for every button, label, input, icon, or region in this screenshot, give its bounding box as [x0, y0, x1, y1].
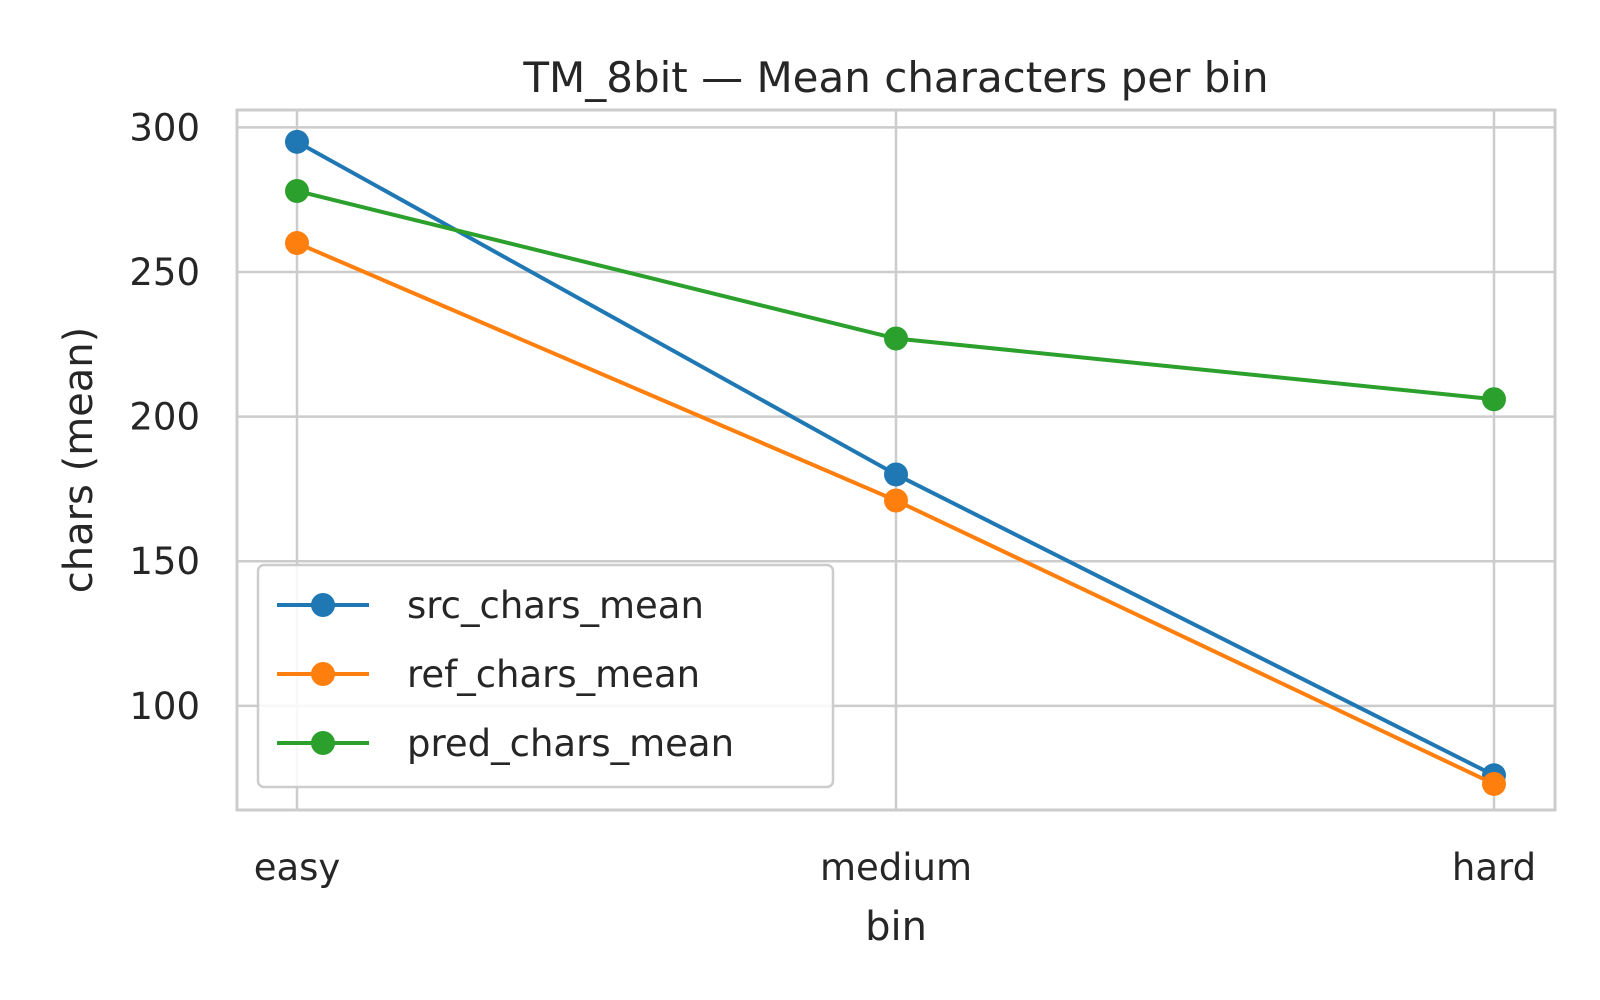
legend-marker	[311, 731, 335, 755]
legend-item-ref_chars_mean: ref_chars_mean	[277, 653, 700, 696]
series-lines	[285, 129, 1506, 796]
y-axis-label: chars (mean)	[56, 327, 102, 594]
chart-title: TM_8bit — Mean characters per bin	[522, 53, 1268, 102]
y-tick-label: 200	[129, 396, 200, 439]
legend-label: src_chars_mean	[407, 584, 704, 627]
y-tick-label: 100	[129, 685, 200, 728]
legend-marker	[311, 662, 335, 686]
x-tick-label: medium	[820, 846, 972, 889]
data-point	[1482, 771, 1506, 796]
series-pred_chars_mean	[285, 178, 1506, 412]
data-point	[285, 178, 309, 203]
legend-label: pred_chars_mean	[407, 722, 734, 765]
data-point	[884, 488, 908, 513]
data-point	[285, 129, 309, 154]
plot-frame	[235, 108, 1557, 812]
y-tick-label: 250	[129, 251, 200, 294]
legend: src_chars_mean ref_chars_mean pred_chars_m…	[256, 563, 835, 789]
y-tick-label: 150	[129, 540, 200, 583]
legend-label: ref_chars_mean	[407, 653, 700, 696]
legend-box	[256, 563, 835, 789]
y-tick-label: 300	[129, 106, 200, 149]
data-point	[884, 326, 908, 351]
legend-item-src_chars_mean: src_chars_mean	[277, 584, 704, 627]
x-tick-label: hard	[1452, 846, 1536, 889]
x-axis-ticks: easy medium hard	[254, 846, 1536, 889]
y-axis-ticks: 100 150 200 250 300	[129, 106, 200, 728]
grid-lines	[237, 110, 1555, 810]
series-ref_chars_mean	[285, 231, 1506, 796]
data-point	[1482, 387, 1506, 412]
legend-item-pred_chars_mean: pred_chars_mean	[277, 722, 734, 765]
data-point	[884, 462, 908, 487]
legend-marker	[311, 593, 335, 617]
x-tick-label: easy	[254, 846, 341, 889]
x-axis-label: bin	[865, 904, 927, 950]
data-point	[285, 231, 309, 256]
